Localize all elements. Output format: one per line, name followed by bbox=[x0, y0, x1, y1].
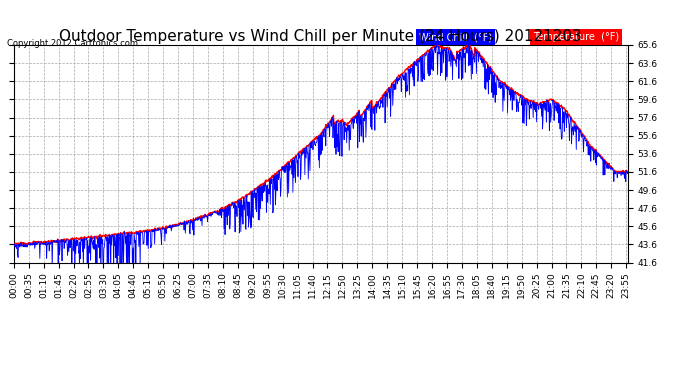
Text: Copyright 2012 Cartronics.com: Copyright 2012 Cartronics.com bbox=[7, 39, 138, 48]
Title: Outdoor Temperature vs Wind Chill per Minute (24 Hours) 20121203: Outdoor Temperature vs Wind Chill per Mi… bbox=[59, 29, 582, 44]
Text: Wind Chill  (°F): Wind Chill (°F) bbox=[420, 32, 493, 42]
Text: Temperature  (°F): Temperature (°F) bbox=[533, 32, 619, 42]
